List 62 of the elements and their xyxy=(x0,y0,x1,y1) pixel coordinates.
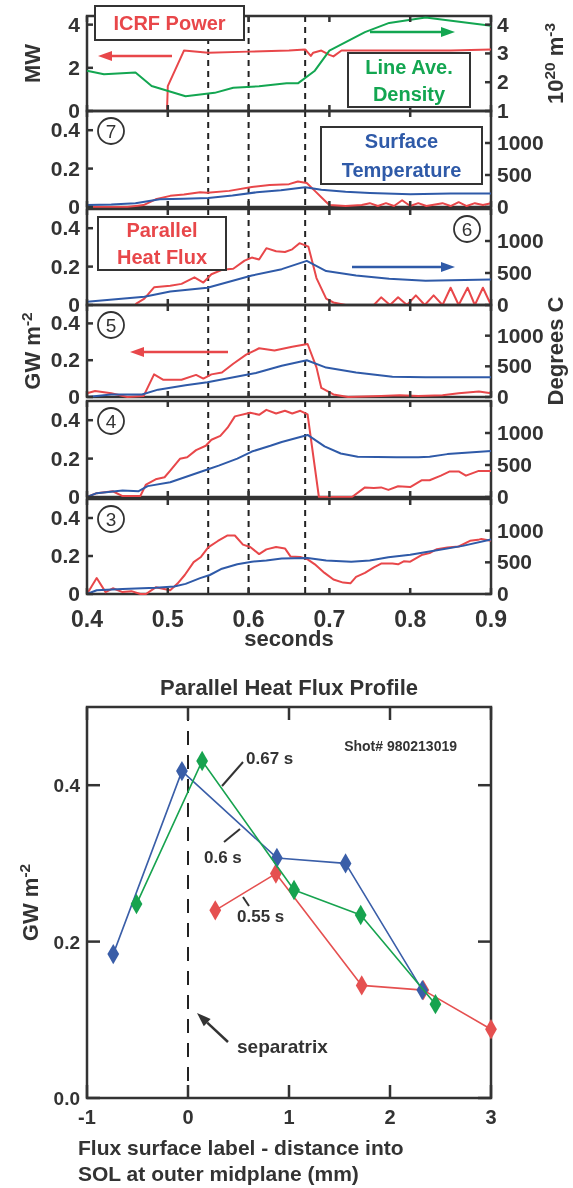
y2-tick-label: 0 xyxy=(497,195,509,218)
series-label: ICRF Power xyxy=(113,12,226,34)
y2-tick-label: 1000 xyxy=(497,229,544,252)
x-tick-label: 3 xyxy=(485,1106,497,1128)
x-tick-label: 0 xyxy=(182,1106,194,1128)
y2-tick-label: 0 xyxy=(497,582,509,605)
y-tick-label: 0 xyxy=(68,582,80,605)
y2-tick-label: 500 xyxy=(497,453,533,476)
x-tick-label: 0.9 xyxy=(475,606,507,632)
annotation: Shot# 980213019 xyxy=(344,738,458,754)
y-tick-label: 0.4 xyxy=(50,216,81,240)
y2-tick-label: 3 xyxy=(497,41,509,65)
x-tick-label: 1 xyxy=(283,1106,295,1128)
series-label: 0.6 s xyxy=(204,848,242,867)
y-tick-label: 0.2 xyxy=(50,348,80,372)
series-label: Surface Temperature xyxy=(341,130,462,181)
x-tick-label: 0.8 xyxy=(394,606,427,632)
y-tick-label: 0.2 xyxy=(53,931,80,953)
series-label: Line Ave. Density xyxy=(365,55,453,105)
x-tick-label: 2 xyxy=(384,1106,396,1128)
annotation: 5 xyxy=(105,315,117,336)
y2-tick-label: 500 xyxy=(497,354,533,378)
y-tick-label: 0 xyxy=(68,385,80,408)
y2-tick-label: 1000 xyxy=(497,323,544,347)
y-tick-label: 0.4 xyxy=(50,506,81,529)
annotation: 7 xyxy=(105,121,117,142)
y2-tick-label: 1000 xyxy=(497,518,544,542)
y-tick-label: 0.2 xyxy=(50,544,80,567)
y-tick-label: 0.4 xyxy=(50,408,81,432)
y-axis-title: MW xyxy=(20,43,45,84)
y-tick-label: 0 xyxy=(68,195,80,218)
y-tick-label: 0.4 xyxy=(53,775,81,797)
y2-tick-label: 4 xyxy=(497,12,509,36)
x-tick-label: 0.5 xyxy=(151,606,184,632)
y-tick-label: 2 xyxy=(68,55,80,79)
series-label: Parallel Heat Flux xyxy=(116,219,208,268)
y2-tick-label: 1 xyxy=(497,99,509,122)
annotation: 4 xyxy=(105,411,117,432)
y-tick-label: 0 xyxy=(68,485,80,508)
y2-tick-label: 500 xyxy=(497,163,533,186)
series-label: 0.55 s xyxy=(237,907,285,926)
y2-tick-label: 2 xyxy=(497,70,509,94)
y2-tick-label: 0 xyxy=(497,485,509,508)
y2-tick-label: 1000 xyxy=(497,131,544,154)
annotation: 3 xyxy=(105,509,117,530)
y-tick-label: 0.2 xyxy=(50,254,80,278)
annotation: separatrix xyxy=(237,1036,329,1057)
y2-tick-label: 0 xyxy=(497,293,509,316)
y2-tick-label: 1000 xyxy=(497,421,544,444)
y2-tick-label: 0 xyxy=(497,385,509,408)
annotation: 6 xyxy=(461,219,473,240)
y2-tick-label: 500 xyxy=(497,261,533,284)
x-tick-label: -1 xyxy=(78,1106,96,1128)
x-axis-title: Flux surface label - distance into SOL at outer midplane (mm) xyxy=(78,1136,404,1185)
chart-title: Parallel Heat Flux Profile xyxy=(160,675,418,700)
y-tick-label: 0.0 xyxy=(53,1088,80,1109)
y-tick-label: 0.2 xyxy=(50,446,80,470)
y-tick-label: 0.2 xyxy=(50,156,80,180)
y-tick-label: 4 xyxy=(68,12,81,36)
y2-tick-label: 500 xyxy=(497,550,533,574)
series-label: 0.67 s xyxy=(246,749,294,768)
y2-axis-title: Degrees C xyxy=(543,296,568,406)
